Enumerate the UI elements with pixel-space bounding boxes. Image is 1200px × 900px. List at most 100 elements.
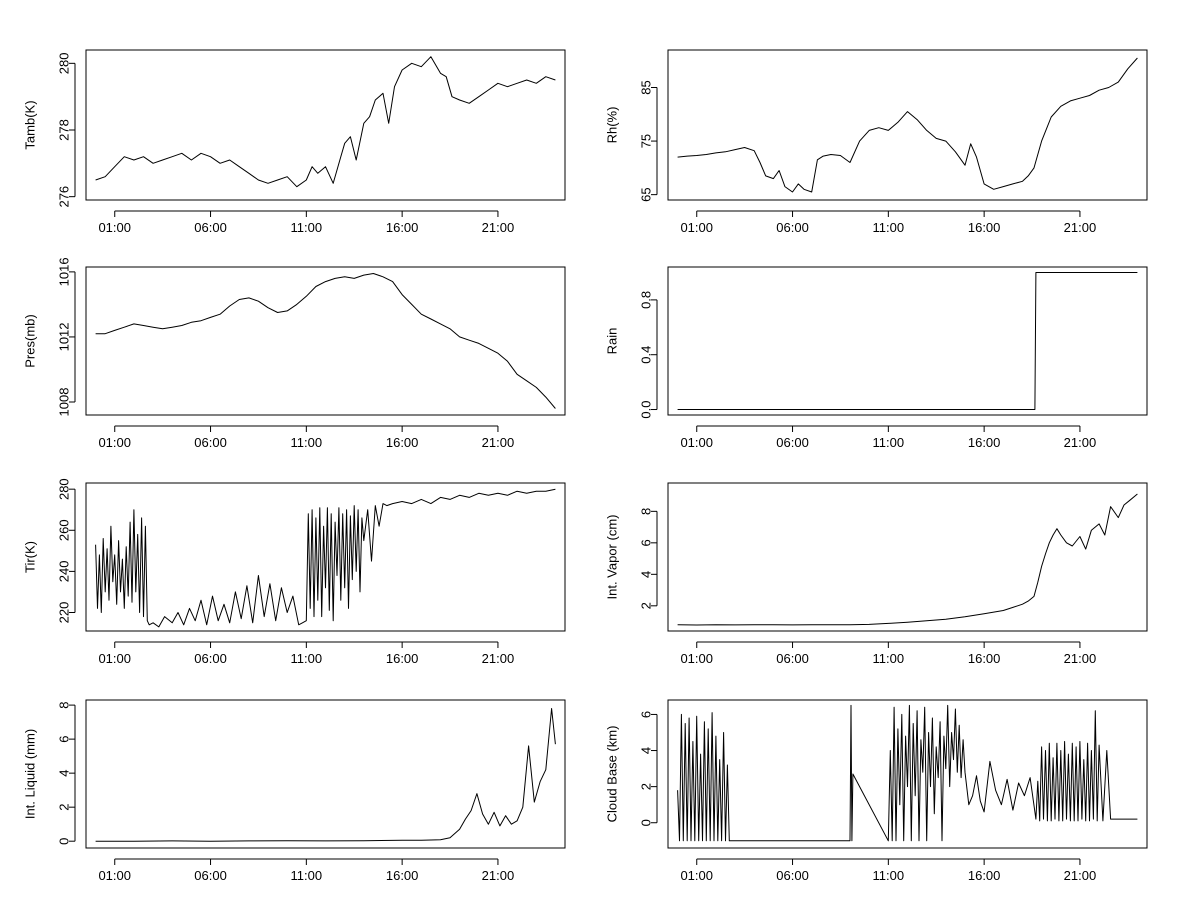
y-tick-label: 6 xyxy=(57,736,72,743)
y-tick-label: 0 xyxy=(639,819,654,826)
x-tick-label: 21:00 xyxy=(482,220,515,235)
x-tick-label: 06:00 xyxy=(194,651,227,666)
panel-6: 01:00 06:00 11:00 16:00 21:00 2 4 6 8 Int. Vapor … xyxy=(605,482,1148,666)
y-tick-label: 4 xyxy=(639,747,654,754)
y-tick-label: 1016 xyxy=(57,257,72,286)
x-tick-label: 21:00 xyxy=(482,651,515,666)
y-tick-label: 2 xyxy=(639,602,654,609)
x-tick-label: 11:00 xyxy=(291,651,323,666)
x-tick-label: 06:00 xyxy=(194,868,227,883)
series-line xyxy=(677,493,1138,626)
x-tick-label: 16:00 xyxy=(968,220,1001,235)
x-tick-label: 01:00 xyxy=(98,651,131,666)
x-tick-label: 01:00 xyxy=(98,220,131,235)
y-tick-label: 2 xyxy=(57,804,72,811)
x-tick-label: 11:00 xyxy=(291,868,323,883)
series-line xyxy=(677,704,1138,842)
series-line xyxy=(95,708,556,842)
y-tick-label: 85 xyxy=(639,80,654,94)
y-tick-label: 1012 xyxy=(57,322,72,351)
panel-3: 01:00 06:00 11:00 16:00 21:00 1008 1012 1016 Pre… xyxy=(23,257,566,450)
y-axis-label: Tamb(K) xyxy=(23,100,38,149)
series-line xyxy=(95,488,556,628)
plot-frame xyxy=(85,266,566,416)
x-tick-label: 11:00 xyxy=(873,220,905,235)
y-tick-label: 2 xyxy=(639,783,654,790)
y-axis-label: Pres(mb) xyxy=(23,314,38,367)
y-tick-label: 0.4 xyxy=(639,346,654,364)
y-axis-label: Int. Vapor (cm) xyxy=(605,514,620,599)
x-tick-label: 16:00 xyxy=(386,868,419,883)
x-tick-label: 16:00 xyxy=(968,651,1001,666)
x-tick-label: 21:00 xyxy=(1064,868,1097,883)
y-tick-label: 0.0 xyxy=(639,400,654,418)
y-tick-label: 65 xyxy=(639,187,654,201)
panel-1: 01:00 06:00 11:00 16:00 21:00 276 278 280 Tamb(K… xyxy=(23,49,566,235)
x-tick-label: 01:00 xyxy=(98,868,131,883)
x-tick-label: 01:00 xyxy=(680,435,713,450)
x-tick-label: 21:00 xyxy=(482,435,515,450)
x-tick-label: 16:00 xyxy=(386,651,419,666)
panel-8: 01:00 06:00 11:00 16:00 21:00 0 2 4 6 Cloud Base … xyxy=(605,699,1148,883)
x-tick-label: 11:00 xyxy=(873,651,905,666)
series-line xyxy=(677,57,1138,193)
series-line xyxy=(95,273,556,409)
y-tick-label: 0.8 xyxy=(639,291,654,309)
x-tick-label: 16:00 xyxy=(968,435,1001,450)
y-axis-label: Tir(K) xyxy=(23,541,38,573)
y-tick-label: 4 xyxy=(57,770,72,777)
plot-frame xyxy=(667,266,1148,416)
y-tick-label: 1008 xyxy=(57,388,72,417)
plot-frame xyxy=(667,482,1148,632)
x-tick-label: 01:00 xyxy=(98,435,131,450)
y-tick-label: 260 xyxy=(57,519,72,541)
y-tick-label: 278 xyxy=(57,119,72,141)
panels: 01:00 06:00 11:00 16:00 21:00276278280Tamb(K… xyxy=(23,49,1148,883)
x-tick-label: 11:00 xyxy=(291,220,323,235)
plot-frame xyxy=(667,699,1148,849)
x-tick-label: 16:00 xyxy=(968,868,1001,883)
plot-frame xyxy=(85,482,566,632)
y-axis-label: Cloud Base (km) xyxy=(605,726,620,823)
y-axis-label: Rain xyxy=(605,328,620,355)
x-tick-label: 21:00 xyxy=(1064,435,1097,450)
x-tick-label: 01:00 xyxy=(680,220,713,235)
x-tick-label: 11:00 xyxy=(873,868,905,883)
series-line xyxy=(677,272,1138,410)
x-tick-label: 16:00 xyxy=(386,435,419,450)
y-tick-label: 8 xyxy=(57,701,72,708)
x-tick-label: 06:00 xyxy=(776,220,809,235)
y-tick-label: 220 xyxy=(57,602,72,624)
y-tick-label: 8 xyxy=(639,508,654,515)
x-tick-label: 06:00 xyxy=(194,220,227,235)
y-axis-label: Rh(%) xyxy=(605,107,620,144)
y-tick-label: 276 xyxy=(57,186,72,208)
x-tick-label: 21:00 xyxy=(482,868,515,883)
x-tick-label: 01:00 xyxy=(680,868,713,883)
plot-frame xyxy=(85,699,566,849)
y-tick-label: 280 xyxy=(57,478,72,500)
x-tick-label: 06:00 xyxy=(776,651,809,666)
x-tick-label: 16:00 xyxy=(386,220,419,235)
panel-2: 01:00 06:00 11:00 16:00 21:00 65 75 85 Rh(%) xyxy=(605,49,1148,235)
x-tick-label: 11:00 xyxy=(291,435,323,450)
y-axis-label: Int. Liquid (mm) xyxy=(23,729,38,819)
plot-frame xyxy=(85,49,566,201)
y-tick-label: 0 xyxy=(57,838,72,845)
y-tick-label: 75 xyxy=(639,134,654,148)
y-tick-label: 4 xyxy=(639,571,654,578)
plot-frame xyxy=(667,49,1148,201)
x-tick-label: 21:00 xyxy=(1064,651,1097,666)
x-tick-label: 11:00 xyxy=(873,435,905,450)
x-tick-label: 01:00 xyxy=(680,651,713,666)
y-tick-label: 6 xyxy=(639,539,654,546)
x-tick-label: 06:00 xyxy=(776,868,809,883)
x-tick-label: 21:00 xyxy=(1064,220,1097,235)
panel-5: 01:00 06:00 11:00 16:00 21:00 220 240 260 280 Tir… xyxy=(23,478,566,666)
y-tick-label: 280 xyxy=(57,52,72,74)
series-line xyxy=(95,56,556,188)
x-tick-label: 06:00 xyxy=(194,435,227,450)
panel-7: 01:00 06:00 11:00 16:00 21:00 0 2 4 6 8 Int. Liqui… xyxy=(23,699,566,883)
